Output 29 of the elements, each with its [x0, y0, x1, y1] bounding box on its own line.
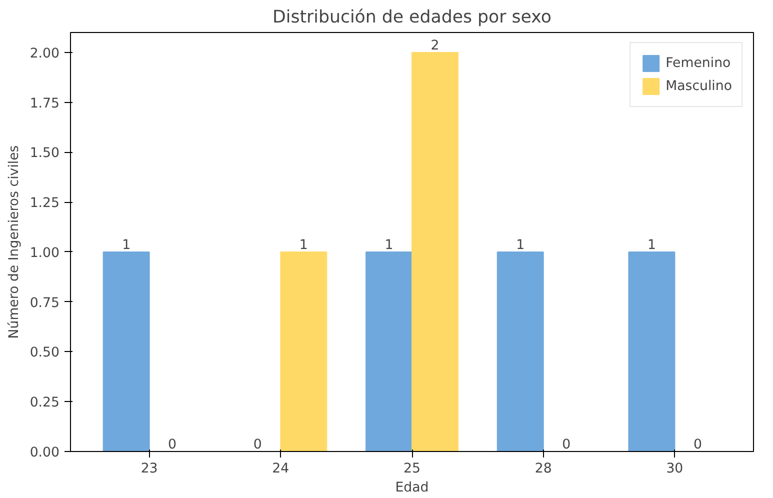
x-axis-title: Edad [395, 480, 429, 496]
data-label: 1 [122, 238, 131, 253]
y-tick-label: 1.50 [30, 146, 60, 162]
y-tick-label: 0.25 [30, 396, 60, 411]
x-tick-label: 25 [404, 462, 420, 476]
data-label: 1 [647, 238, 656, 253]
data-label: 0 [168, 438, 177, 452]
data-label: 0 [562, 438, 571, 452]
y-tick-label: 2.00 [30, 46, 60, 62]
data-label: 0 [693, 438, 702, 452]
y-tick-label: 0.50 [30, 346, 60, 361]
y-axis-title: Número de Ingenieros civiles [6, 145, 22, 339]
data-label: 1 [384, 238, 394, 253]
chart-title: Distribución de edades por sexo [272, 8, 552, 28]
legend-label: Femenino [666, 56, 731, 70]
x-tick-label: 28 [534, 462, 552, 476]
data-label: 1 [516, 238, 525, 253]
y-tick-label: 1.00 [30, 246, 60, 261]
legend-label: Masculino [666, 78, 732, 94]
x-tick-label: 23 [140, 462, 158, 476]
y-tick-label: 1.75 [30, 96, 60, 112]
data-label: 2 [430, 38, 440, 54]
data-label: 1 [299, 238, 308, 253]
x-tick-label: 24 [272, 462, 290, 476]
data-label: 0 [253, 438, 262, 452]
y-tick-label: 0.00 [30, 446, 60, 460]
y-tick-label: 1.25 [30, 196, 60, 212]
x-tick-label: 30 [666, 462, 684, 476]
y-tick-label: 0.75 [30, 296, 60, 311]
